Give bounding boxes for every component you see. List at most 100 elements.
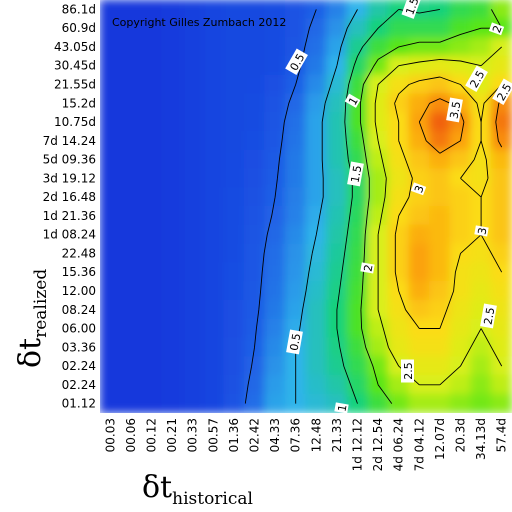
heatmap-cell (429, 206, 451, 226)
heatmap-cell (429, 393, 451, 413)
heatmap-cell (305, 37, 328, 57)
heatmap-cell (140, 130, 163, 151)
heatmap-cell (140, 112, 163, 132)
heatmap-cell (223, 168, 245, 189)
heatmap-cell (346, 374, 369, 395)
heatmap-cell (346, 74, 369, 95)
heatmap-cell (305, 337, 328, 358)
heatmap-cell (140, 206, 163, 226)
heatmap-cell (264, 318, 286, 339)
heatmap-cell (100, 243, 122, 264)
heatmap-cell (470, 356, 492, 376)
heatmap-cell (181, 187, 204, 207)
heatmap-cell (243, 55, 266, 76)
heatmap-cell (202, 0, 225, 20)
heatmap-cell (243, 93, 266, 114)
heatmap-cell (387, 224, 410, 245)
heatmap-cell (140, 37, 163, 57)
heatmap-cell (367, 356, 389, 376)
heatmap-cell (367, 337, 389, 358)
heatmap-cell (449, 262, 472, 283)
heatmap-cell (490, 55, 512, 76)
heatmap-cell (120, 18, 142, 39)
heatmap-cell (429, 356, 451, 376)
heatmap-cell (181, 262, 204, 283)
heatmap-cell (470, 149, 492, 170)
heatmap-cell (470, 243, 492, 264)
heatmap-cell (140, 337, 163, 358)
heatmap-cell (305, 374, 328, 395)
heatmap-cell (449, 55, 472, 76)
heatmap-cell (181, 130, 204, 151)
heatmap-cell (223, 318, 245, 339)
x-axis-label: δthistorical (142, 470, 253, 509)
heatmap-cell (346, 187, 369, 207)
contour-line (359, 9, 503, 404)
heatmap-cell (346, 112, 369, 132)
heatmap-cell (305, 299, 328, 320)
heatmap-cell (490, 318, 512, 339)
heatmap-cell (100, 130, 122, 151)
heatmap-cell (408, 18, 431, 39)
contour-label: 3 (410, 182, 427, 196)
heatmap-cell (264, 37, 286, 57)
heatmap-cell (408, 37, 431, 57)
heatmap-cell (284, 130, 307, 151)
svg-text:δtrealized: δtrealized (13, 269, 51, 368)
x-tick-label: 00.12 (145, 418, 159, 452)
heatmap-cell (243, 18, 266, 39)
heatmap-cell (161, 374, 183, 395)
heatmap-cell (181, 243, 204, 264)
heatmap-cell (202, 356, 225, 376)
contour-label-text: 2 (361, 264, 375, 273)
heatmap-cell (264, 149, 286, 170)
heatmap-cell (223, 224, 245, 245)
y-tick-label: 22.48 (62, 246, 96, 260)
heatmap-cell (284, 187, 307, 207)
heatmap-cell (449, 281, 472, 301)
heatmap-cell (161, 130, 183, 151)
heatmap-cell (284, 149, 307, 170)
heatmap-cell (449, 299, 472, 320)
heatmap-cell (284, 0, 307, 20)
heatmap-cell (284, 18, 307, 39)
x-tick-label: 34.13d (474, 418, 488, 460)
y-tick-label: 12.00 (62, 284, 96, 298)
y-tick-label: 06.00 (62, 322, 96, 336)
heatmap-cell (223, 37, 245, 57)
heatmap-cell (100, 206, 122, 226)
heatmap-cell (243, 356, 266, 376)
heatmap-cell (181, 168, 204, 189)
heatmap-cell (326, 337, 348, 358)
heatmap-cell (490, 281, 512, 301)
heatmap-cell (140, 149, 163, 170)
heatmap-cell (161, 262, 183, 283)
heatmap-cell (181, 374, 204, 395)
heatmap-cell (161, 0, 183, 20)
heatmap-cell (429, 55, 451, 76)
heatmap-cell (120, 112, 142, 132)
x-tick-label: 1d 12.12 (351, 418, 365, 471)
y-tick-label: 21.55d (54, 78, 96, 92)
heatmap-cell (490, 224, 512, 245)
heatmap-cell (264, 243, 286, 264)
heatmap-cell (100, 356, 122, 376)
heatmap-cell (243, 243, 266, 264)
heatmap-cell (429, 168, 451, 189)
heatmap-cell (449, 37, 472, 57)
heatmap-cell (223, 393, 245, 413)
heatmap-cell (387, 318, 410, 339)
heatmap-cell (387, 74, 410, 95)
heatmap-cell (100, 93, 122, 114)
contour-line (244, 9, 317, 404)
x-tick-label: 21.33 (330, 418, 344, 452)
heatmap-cell (326, 356, 348, 376)
heatmap-cell (161, 337, 183, 358)
heatmap-cell (202, 130, 225, 151)
heatmap-cell (264, 168, 286, 189)
x-axis-symbol: δt (142, 470, 172, 505)
heatmap-cell (429, 74, 451, 95)
heatmap-cell (181, 393, 204, 413)
heatmap-cell (429, 243, 451, 264)
heatmap-cell (202, 374, 225, 395)
